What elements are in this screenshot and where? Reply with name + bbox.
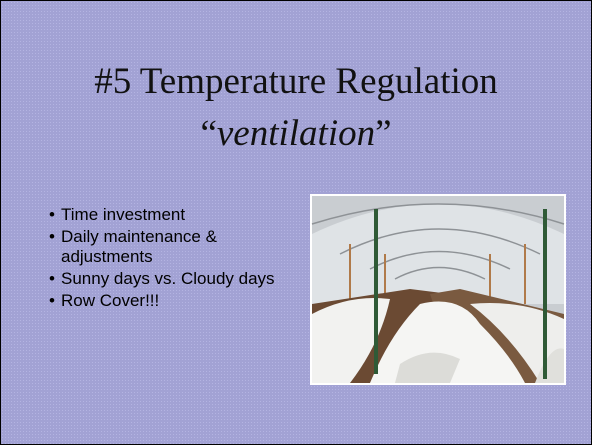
bullet: Row Cover!!!: [49, 291, 289, 311]
title-line: #5 Temperature Regulation: [1, 56, 591, 108]
greenhouse-photo: [310, 194, 566, 385]
bullet-list: Time investment Daily maintenance & adju…: [49, 205, 289, 313]
slide-title: #5 Temperature Regulation “ventilation”: [1, 56, 591, 160]
bullet: Sunny days vs. Cloudy days: [49, 269, 289, 289]
quote: “: [200, 113, 216, 154]
title-emphasis: ventilation: [217, 113, 375, 154]
title-line: “ventilation”: [1, 108, 591, 160]
bullet: Daily maintenance & adjustments: [49, 227, 289, 267]
slide: #5 Temperature Regulation “ventilation” …: [0, 0, 592, 445]
quote: ”: [375, 113, 391, 154]
bullet: Time investment: [49, 205, 289, 225]
